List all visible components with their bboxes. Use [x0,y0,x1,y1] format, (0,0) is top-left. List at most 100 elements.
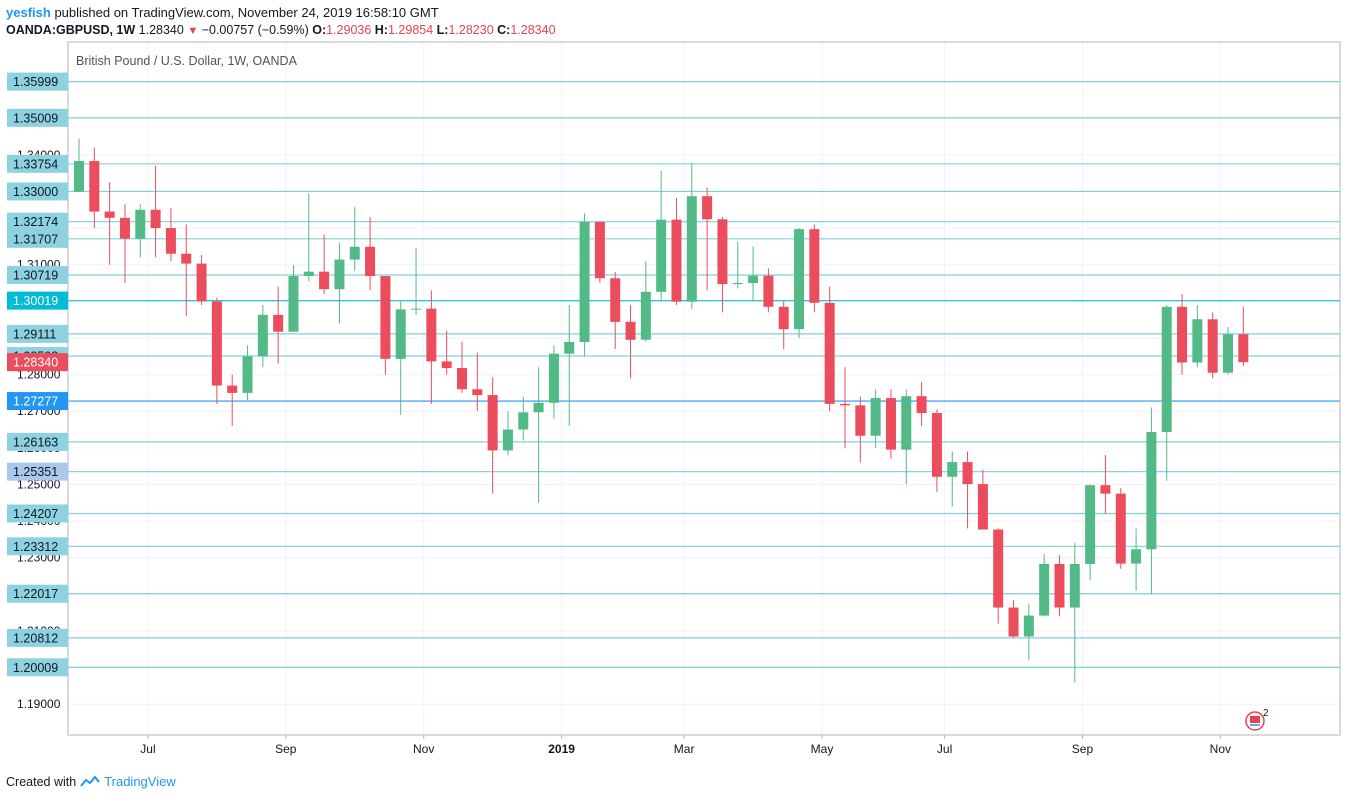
candle[interactable] [1177,294,1188,375]
candle[interactable] [457,341,467,393]
candle[interactable] [962,451,973,529]
candle[interactable] [993,528,1004,624]
candle-body [947,462,958,477]
candle[interactable] [717,217,728,313]
candle[interactable] [1131,528,1142,591]
candle[interactable] [89,147,100,229]
candle-body [1008,607,1019,637]
candle[interactable] [1115,488,1126,569]
candle[interactable] [165,207,176,262]
candle[interactable] [564,304,575,426]
candle[interactable] [656,170,667,302]
candle[interactable] [625,304,636,379]
candle[interactable] [135,204,146,258]
candle-body [227,385,238,393]
candle[interactable] [74,138,84,192]
author-name[interactable]: yesfish [6,5,51,20]
candle[interactable] [702,187,713,291]
candles[interactable] [74,138,1249,683]
candle-body [319,271,330,290]
candle[interactable] [1223,326,1233,375]
publish-header: yesfish published on TradingView.com, No… [6,4,439,22]
candle[interactable] [824,286,835,412]
candle[interactable] [150,165,161,258]
symbol-label: OANDA:GBPUSD, 1W [6,23,136,37]
candle[interactable] [763,268,774,313]
candle[interactable] [1039,554,1050,617]
candle[interactable] [411,247,422,315]
candle[interactable] [748,246,759,302]
candle[interactable] [1100,455,1111,514]
candle[interactable] [487,377,498,494]
candle[interactable] [1192,304,1203,368]
candle[interactable] [533,367,544,503]
candle[interactable] [855,396,866,463]
candle[interactable] [1207,312,1218,379]
candle[interactable] [1146,407,1157,595]
candle[interactable] [242,345,253,401]
candle[interactable] [885,389,896,459]
candle[interactable] [1238,306,1249,367]
candle[interactable] [594,221,605,284]
candle[interactable] [395,301,406,415]
candle-body [303,271,314,277]
candle[interactable] [809,224,820,313]
candle[interactable] [977,469,988,530]
candle[interactable] [426,290,437,404]
candle[interactable] [931,409,942,492]
level-label: 1.23312 [13,540,58,554]
candle[interactable] [441,330,452,375]
candle[interactable] [732,241,743,289]
candle[interactable] [1085,484,1096,580]
candle[interactable] [870,389,881,448]
candle[interactable] [349,207,360,271]
candle[interactable] [610,272,621,349]
candle[interactable] [119,204,130,284]
candle[interactable] [1054,555,1065,617]
candle-body [548,353,559,403]
candle[interactable] [794,228,805,338]
candle[interactable] [579,213,590,357]
candle[interactable] [947,451,958,507]
candle[interactable] [104,182,115,265]
candle-body [257,314,268,357]
candle[interactable] [518,396,529,441]
candle[interactable] [319,234,330,294]
candle[interactable] [273,286,284,364]
candle[interactable] [916,381,927,426]
candle[interactable] [686,162,697,309]
candle[interactable] [303,193,314,282]
events-badge[interactable]: 2 [1245,708,1269,731]
candle[interactable] [365,217,376,291]
candle-body [916,396,927,414]
level-label-box [7,108,68,127]
candle-body [288,276,299,332]
candle[interactable] [840,367,850,448]
candle[interactable] [257,304,268,368]
candle-body [380,276,391,359]
candle[interactable] [778,301,789,349]
candle-body [165,228,176,254]
candle[interactable] [1161,304,1172,481]
candle-body [778,306,789,330]
axes: 1.340001.330001.320001.310001.300001.290… [7,41,1341,756]
candle[interactable] [380,276,391,375]
candle[interactable] [211,297,222,404]
candle[interactable] [901,389,912,485]
candle-body [104,211,115,218]
candle[interactable] [640,261,651,342]
candle[interactable] [1008,599,1019,639]
candle[interactable] [227,374,238,426]
candle[interactable] [548,345,559,419]
candle[interactable] [472,352,483,412]
tradingview-brand-link[interactable]: TradingView [104,774,176,789]
candle[interactable] [671,198,682,305]
candle[interactable] [1069,543,1080,683]
candle[interactable] [1023,603,1034,661]
candle[interactable] [502,411,513,456]
candle[interactable] [288,265,299,332]
candle[interactable] [334,242,345,324]
candle[interactable] [181,224,192,316]
candle[interactable] [196,255,207,305]
